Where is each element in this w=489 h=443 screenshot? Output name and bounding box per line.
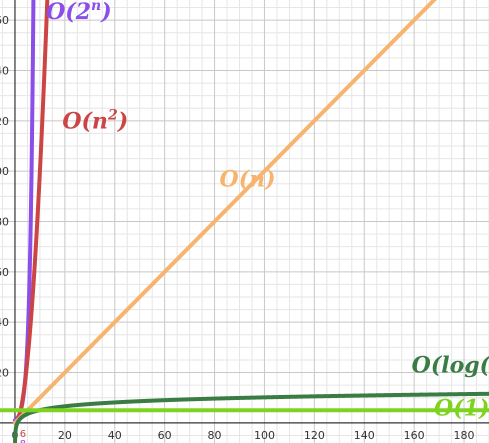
curve-labels: O(2n) O(n2) O(n) O(log(n)) O(1) xyxy=(46,0,489,421)
x-small-label: 6 xyxy=(20,429,26,440)
x-tick-label: 100 xyxy=(254,429,275,442)
y-tick-label: 100 xyxy=(0,165,9,178)
y-tick-label: 40 xyxy=(0,316,9,329)
y-tick-label: 120 xyxy=(0,115,9,128)
y-tick-label: 20 xyxy=(0,367,9,380)
y-tick-label: 60 xyxy=(0,266,9,279)
x-tick-label: 180 xyxy=(454,429,475,442)
y-tick-label: 80 xyxy=(0,216,9,229)
x-tick-label: 40 xyxy=(108,429,122,442)
curve-label-const: O(1) xyxy=(434,395,489,421)
curve-exp xyxy=(12,0,36,423)
y-tick-label: 160 xyxy=(0,14,9,27)
tick-labels: 0204060801001201401601802040608010012014… xyxy=(0,14,475,443)
curve-log xyxy=(13,391,489,443)
curve-linear xyxy=(12,0,437,425)
x-tick-label: 20 xyxy=(58,429,72,442)
curve-label-log: O(log(n)) xyxy=(412,353,489,379)
curve-label-quad: O(n2) xyxy=(62,107,128,134)
y-tick-label: 140 xyxy=(0,64,9,77)
x-tick-label: 120 xyxy=(304,429,325,442)
curve-label-exp: O(2n) xyxy=(46,0,112,25)
x-tick-label: 160 xyxy=(404,429,425,442)
curve-label-linear: O(n) xyxy=(220,166,276,192)
x-tick-label: 80 xyxy=(208,429,222,442)
x-small-label: 8 xyxy=(20,439,26,443)
x-tick-label: 60 xyxy=(158,429,172,442)
x-tick-label: 140 xyxy=(354,429,375,442)
